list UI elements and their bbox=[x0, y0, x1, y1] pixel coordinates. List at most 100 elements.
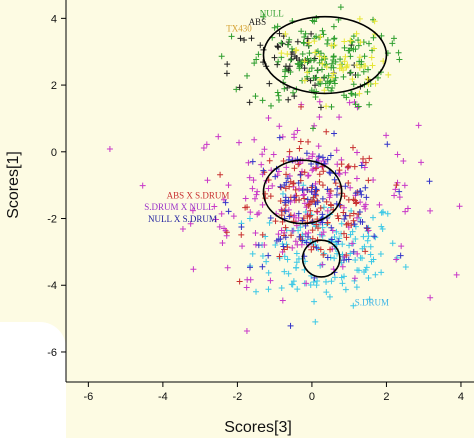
data-point bbox=[344, 163, 351, 170]
data-point bbox=[265, 115, 272, 122]
data-point bbox=[278, 206, 285, 213]
data-point bbox=[284, 175, 291, 182]
data-point bbox=[219, 240, 226, 247]
data-point bbox=[346, 99, 353, 106]
data-point bbox=[311, 298, 318, 305]
data-point bbox=[218, 210, 225, 217]
data-point bbox=[285, 270, 292, 277]
data-point bbox=[317, 80, 324, 87]
data-point bbox=[275, 92, 282, 99]
data-point bbox=[401, 182, 408, 189]
data-point bbox=[312, 318, 319, 325]
data-point bbox=[286, 148, 293, 155]
data-point bbox=[294, 286, 301, 293]
data-point bbox=[318, 231, 325, 238]
data-point bbox=[404, 205, 411, 212]
data-point bbox=[342, 286, 349, 293]
data-point bbox=[247, 276, 254, 283]
data-point bbox=[308, 160, 315, 167]
data-point bbox=[331, 130, 338, 137]
data-point bbox=[204, 177, 211, 184]
data-point bbox=[249, 250, 256, 257]
data-point bbox=[267, 277, 274, 284]
data-point bbox=[339, 241, 346, 248]
data-point bbox=[456, 203, 463, 210]
data-point bbox=[267, 215, 274, 222]
data-point bbox=[317, 204, 324, 211]
data-point bbox=[331, 274, 338, 281]
data-point bbox=[314, 67, 321, 74]
data-point bbox=[361, 243, 368, 250]
data-point bbox=[291, 134, 298, 141]
data-point bbox=[301, 200, 308, 207]
data-point bbox=[280, 158, 287, 165]
data-point bbox=[389, 40, 396, 47]
data-point bbox=[353, 61, 360, 68]
data-point bbox=[354, 72, 361, 79]
data-point bbox=[311, 38, 318, 45]
data-point bbox=[323, 289, 330, 296]
data-point bbox=[316, 34, 323, 41]
data-point bbox=[288, 56, 295, 63]
data-point bbox=[323, 198, 330, 205]
data-point bbox=[257, 42, 264, 49]
data-point bbox=[312, 82, 319, 89]
data-point bbox=[268, 102, 274, 109]
data-point bbox=[317, 246, 324, 253]
data-point bbox=[303, 239, 310, 246]
data-point bbox=[348, 207, 355, 214]
data-point bbox=[333, 147, 340, 154]
data-point bbox=[313, 164, 320, 171]
y-tick-label: 0 bbox=[51, 147, 57, 159]
data-point bbox=[353, 175, 360, 182]
data-point bbox=[309, 235, 316, 242]
data-point bbox=[301, 169, 308, 176]
data-point bbox=[303, 280, 310, 287]
data-point bbox=[322, 56, 329, 63]
data-point bbox=[306, 213, 313, 220]
data-point bbox=[274, 89, 281, 96]
data-point bbox=[344, 62, 351, 69]
data-point bbox=[341, 204, 348, 211]
data-point bbox=[309, 17, 316, 24]
data-point bbox=[277, 183, 284, 190]
data-point bbox=[310, 278, 317, 285]
data-point bbox=[349, 228, 356, 235]
data-point bbox=[297, 224, 304, 231]
data-point bbox=[371, 45, 378, 52]
data-point bbox=[319, 261, 326, 268]
data-point bbox=[340, 257, 347, 264]
data-point bbox=[252, 229, 259, 236]
data-point bbox=[293, 250, 300, 257]
data-point bbox=[391, 192, 398, 199]
data-point bbox=[323, 128, 330, 135]
data-point bbox=[329, 227, 336, 234]
data-point bbox=[216, 223, 223, 230]
data-point bbox=[352, 46, 359, 53]
data-point bbox=[361, 269, 368, 276]
data-point bbox=[253, 56, 260, 63]
series-label: TX430 bbox=[226, 24, 252, 34]
data-point bbox=[335, 238, 342, 245]
data-point bbox=[358, 191, 365, 198]
data-point bbox=[320, 251, 327, 258]
data-point bbox=[313, 221, 320, 228]
data-point bbox=[261, 146, 268, 153]
x-axis-label: Scores[3] bbox=[224, 419, 292, 436]
data-point bbox=[341, 193, 348, 200]
data-point bbox=[259, 97, 266, 104]
data-point bbox=[319, 211, 326, 218]
data-point bbox=[392, 186, 399, 193]
data-point bbox=[251, 195, 258, 202]
data-point bbox=[212, 216, 219, 223]
data-point bbox=[215, 133, 222, 140]
data-point bbox=[360, 233, 367, 240]
data-point bbox=[320, 168, 327, 175]
data-point bbox=[228, 33, 235, 40]
data-point bbox=[396, 194, 403, 201]
ticks-layer: -6 -4 -2 0 2 4 4 2 0 -2 -4 -6 bbox=[47, 13, 464, 403]
data-point bbox=[310, 165, 317, 172]
data-point bbox=[309, 198, 316, 205]
data-point bbox=[335, 215, 342, 222]
data-point bbox=[287, 212, 294, 219]
